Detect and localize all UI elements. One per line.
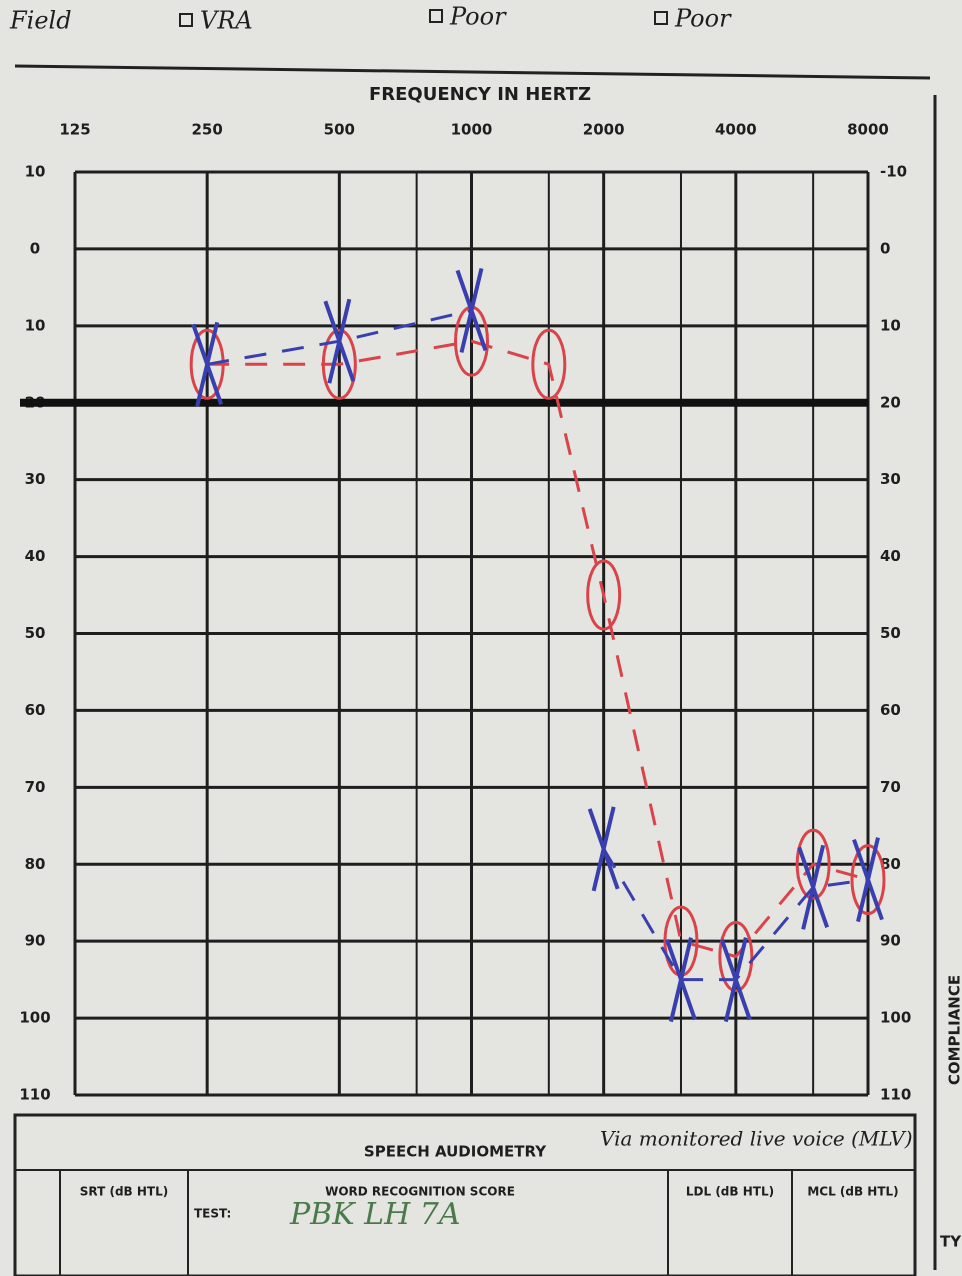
marker-o <box>795 828 831 900</box>
marker-x <box>719 937 752 1023</box>
x-tick-label: 1000 <box>451 121 493 139</box>
y2-tick-label: 80 <box>880 855 901 873</box>
y2-tick-label: 0 <box>880 239 890 257</box>
y-tick-label: 100 <box>19 1009 50 1027</box>
series-line <box>207 339 869 959</box>
y-tick-label: 10 <box>25 316 46 334</box>
column-header: WORD RECOGNITION SCORE <box>325 1185 515 1199</box>
x-tick-label: 8000 <box>847 121 889 139</box>
marker-x <box>852 837 884 923</box>
x-tick-label: 500 <box>324 121 355 139</box>
header-item: Poor <box>449 3 507 31</box>
marker-o <box>850 844 886 916</box>
marker-o <box>718 921 754 993</box>
test-entry: PBK LH 7A <box>289 1197 461 1232</box>
marker-o <box>531 328 567 400</box>
x-tick-label: 4000 <box>715 121 757 139</box>
y-tick-label: 40 <box>25 547 46 565</box>
y-tick-label: 80 <box>25 855 46 873</box>
compliance-label: COMPLIANCE <box>946 975 962 1085</box>
y2-tick-label: -10 <box>880 163 907 181</box>
y-tick-label: 50 <box>25 624 46 642</box>
y2-tick-label: 30 <box>880 470 901 488</box>
marker-x <box>665 937 697 1023</box>
checkbox <box>654 11 668 25</box>
speech-box <box>13 1113 917 1276</box>
x-tick-label: 125 <box>59 121 90 139</box>
x-tick-label: 250 <box>192 121 223 139</box>
checkbox <box>429 9 443 23</box>
y2-tick-label: 10 <box>880 316 901 334</box>
x-tick-label: 2000 <box>583 121 625 139</box>
marker-x <box>323 298 356 384</box>
speech-title: SPEECH AUDIOMETRY <box>364 1143 547 1161</box>
column-header: MCL (dB HTL) <box>807 1185 898 1199</box>
marker-x <box>797 844 830 930</box>
y-tick-label: 60 <box>25 701 46 719</box>
y-tick-label: 90 <box>25 932 46 950</box>
y2-tick-label: 70 <box>880 778 901 796</box>
header-item: VRA <box>200 7 253 35</box>
marker-o <box>189 328 225 400</box>
y-tick-label: 30 <box>25 470 46 488</box>
marker-o <box>321 328 357 400</box>
y2-tick-label: 60 <box>880 701 901 719</box>
y-tick-label: 10 <box>25 163 46 181</box>
chart-title: FREQUENCY IN HERTZ <box>369 84 591 105</box>
header-item: Field <box>9 7 72 35</box>
marker-x <box>587 806 620 892</box>
y-tick-label: 70 <box>25 778 46 796</box>
y2-tick-label: 110 <box>880 1086 911 1104</box>
y2-tick-label: 50 <box>880 624 901 642</box>
speech-note: Via monitored live voice (MLV) <box>600 1127 913 1151</box>
y-tick-label: 0 <box>30 239 40 257</box>
y2-tick-label: 40 <box>880 547 901 565</box>
header-item: Poor <box>674 5 732 33</box>
marker-o <box>586 559 622 631</box>
column-header: LDL (dB HTL) <box>686 1185 774 1199</box>
marker-x <box>455 267 488 353</box>
y-tick-label: 110 <box>19 1086 50 1104</box>
y2-tick-label: 20 <box>880 393 901 411</box>
y2-tick-label: 100 <box>880 1009 911 1027</box>
y2-tick-label: 90 <box>880 932 901 950</box>
checkbox <box>179 13 193 27</box>
test-label: TEST: <box>194 1207 231 1221</box>
side-text: TY <box>940 1233 962 1251</box>
marker-x <box>191 321 224 407</box>
column-header: SRT (dB HTL) <box>80 1185 168 1199</box>
form-border <box>14 64 931 80</box>
